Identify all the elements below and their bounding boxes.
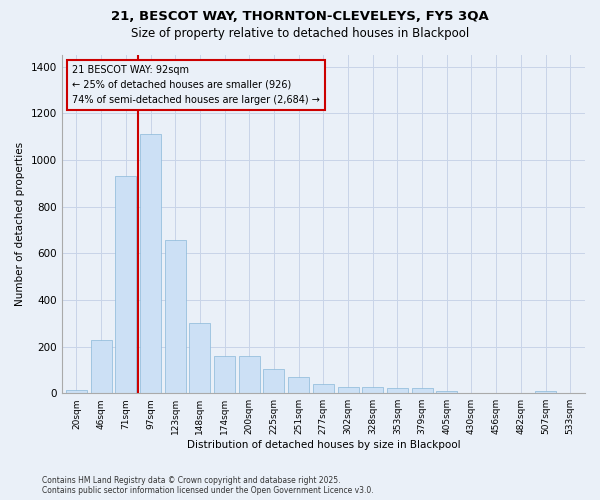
Text: 21 BESCOT WAY: 92sqm
← 25% of detached houses are smaller (926)
74% of semi-deta: 21 BESCOT WAY: 92sqm ← 25% of detached h… xyxy=(72,65,320,104)
Bar xyxy=(338,388,359,393)
Bar xyxy=(362,388,383,393)
Bar xyxy=(214,356,235,393)
Bar xyxy=(313,384,334,393)
Bar xyxy=(239,356,260,393)
Bar xyxy=(66,390,87,393)
Bar xyxy=(387,388,408,393)
Bar xyxy=(535,391,556,393)
Bar xyxy=(412,388,433,393)
Bar xyxy=(165,240,186,393)
Bar xyxy=(288,377,309,393)
Y-axis label: Number of detached properties: Number of detached properties xyxy=(15,142,25,306)
Text: 21, BESCOT WAY, THORNTON-CLEVELEYS, FY5 3QA: 21, BESCOT WAY, THORNTON-CLEVELEYS, FY5 … xyxy=(111,10,489,23)
Bar xyxy=(436,391,457,393)
Text: Size of property relative to detached houses in Blackpool: Size of property relative to detached ho… xyxy=(131,28,469,40)
Bar xyxy=(190,323,211,393)
X-axis label: Distribution of detached houses by size in Blackpool: Distribution of detached houses by size … xyxy=(187,440,460,450)
Text: Contains HM Land Registry data © Crown copyright and database right 2025.
Contai: Contains HM Land Registry data © Crown c… xyxy=(42,476,374,495)
Bar xyxy=(115,176,136,393)
Bar xyxy=(263,368,284,393)
Bar xyxy=(140,134,161,393)
Bar xyxy=(91,340,112,393)
